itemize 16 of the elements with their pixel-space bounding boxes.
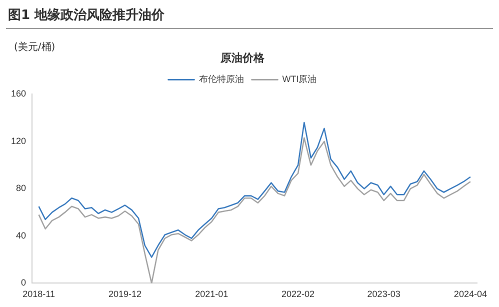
- y-tick-label: 160: [10, 88, 26, 99]
- y-tick-label: 120: [10, 136, 26, 146]
- chart-subtitle: 原油价格: [220, 51, 266, 64]
- x-tick-label: 2022-02: [282, 289, 315, 300]
- x-tick-label: 2024-04: [454, 289, 487, 300]
- legend-label: WTI原油: [282, 74, 317, 84]
- x-tick-label: 2019-12: [108, 289, 142, 300]
- legend-label: 布伦特原油: [198, 74, 244, 84]
- y-axis-title: (美元/桶): [14, 40, 56, 54]
- chart-title: 图1 地缘政治风险推升油价: [8, 7, 165, 24]
- y-tick-label: 0: [21, 278, 26, 288]
- x-tick-label: 2021-01: [195, 289, 228, 300]
- y-tick-label: 40: [16, 230, 26, 240]
- x-tick-label: 2023-03: [367, 289, 400, 300]
- y-tick-label: 80: [16, 183, 26, 194]
- x-tick-label: 2018-11: [22, 289, 55, 300]
